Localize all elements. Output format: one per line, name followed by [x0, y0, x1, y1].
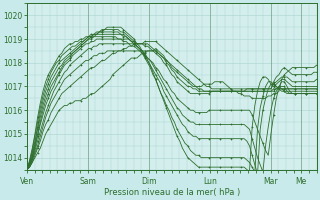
X-axis label: Pression niveau de la mer( hPa ): Pression niveau de la mer( hPa ): [104, 188, 240, 197]
